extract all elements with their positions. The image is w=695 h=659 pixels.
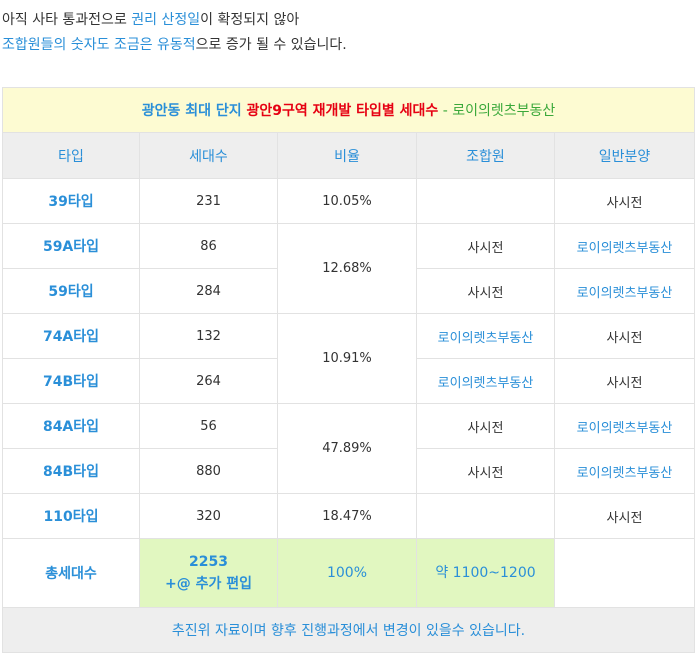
intro-line-1-text: 아직 사타 통과전으로 — [2, 12, 132, 28]
unit-type-table: 광안동 최대 단지 광안9구역 재개발 타입별 세대수 - 로이의렛츠부동산 타… — [2, 87, 695, 653]
cell-member: 로이의렛츠부동산 — [416, 313, 555, 359]
cell-general: 사시전 — [554, 178, 695, 224]
total-general — [554, 538, 695, 608]
table-note: 추진위 자료이며 향후 진행과정에서 변경이 있을수 있습니다. — [2, 607, 695, 653]
cell-units: 86 — [139, 223, 278, 269]
header-units: 세대수 — [139, 132, 278, 179]
cell-general: 사시전 — [554, 358, 695, 404]
cell-ratio: 10.91% — [277, 313, 417, 404]
cell-type: 59A타입 — [2, 223, 140, 269]
total-row: 총세대수 2253 +@ 추가 편입 100% 약 1100~1200 — [2, 538, 695, 608]
cell-units: 284 — [139, 268, 278, 314]
table-row: 74B타입 264 로이의렛츠부동산 사시전 — [2, 358, 695, 404]
total-label: 총세대수 — [2, 538, 140, 608]
cell-type: 74A타입 — [2, 313, 140, 359]
header-ratio: 비율 — [277, 132, 417, 179]
title-part-c: - 로이의렛츠부동산 — [438, 103, 556, 119]
total-units: 2253 +@ 추가 편입 — [139, 538, 278, 608]
title-part-b: 광안9구역 재개발 타입별 세대수 — [246, 103, 439, 119]
cell-member: 사시전 — [416, 268, 555, 314]
cell-general: 사시전 — [554, 493, 695, 539]
cell-ratio: 10.05% — [277, 178, 417, 224]
intro-line-1-highlight: 권리 산정일 — [131, 12, 201, 28]
cell-member: 로이의렛츠부동산 — [416, 358, 555, 404]
cell-member — [416, 493, 555, 539]
cell-type: 74B타입 — [2, 358, 140, 404]
header-type: 타입 — [2, 132, 140, 179]
cell-general: 로이의렛츠부동산 — [554, 268, 695, 314]
cell-general: 로이의렛츠부동산 — [554, 448, 695, 494]
total-member: 약 1100~1200 — [416, 538, 555, 608]
table-header-row: 타입 세대수 비율 조합원 일반분양 — [2, 132, 695, 179]
cell-member: 사시전 — [416, 448, 555, 494]
cell-general: 로이의렛츠부동산 — [554, 223, 695, 269]
table-title-row: 광안동 최대 단지 광안9구역 재개발 타입별 세대수 - 로이의렛츠부동산 — [2, 87, 695, 133]
intro-line-2-rest: 으로 증가 될 수 있습니다. — [195, 37, 347, 53]
table-row: 39타입 231 10.05% 사시전 — [2, 178, 695, 224]
cell-general: 사시전 — [554, 313, 695, 359]
intro-line-2: 조합원들의 숫자도 조금은 유동적으로 증가 될 수 있습니다. — [2, 33, 347, 58]
cell-units: 56 — [139, 403, 278, 449]
cell-member: 사시전 — [416, 403, 555, 449]
cell-type: 84B타입 — [2, 448, 140, 494]
cell-type: 110타입 — [2, 493, 140, 539]
total-units-value: 2253 — [189, 554, 228, 570]
cell-type: 39타입 — [2, 178, 140, 224]
table-row: 84B타입 880 사시전 로이의렛츠부동산 — [2, 448, 695, 494]
total-ratio: 100% — [277, 538, 417, 608]
cell-units: 264 — [139, 358, 278, 404]
intro-line-1-rest: 이 확정되지 않아 — [200, 12, 300, 28]
cell-ratio: 47.89% — [277, 403, 417, 494]
intro-line-2-highlight: 조합원들의 숫자도 조금은 — [2, 37, 158, 53]
table-title: 광안동 최대 단지 광안9구역 재개발 타입별 세대수 - 로이의렛츠부동산 — [2, 87, 695, 133]
header-member: 조합원 — [416, 132, 555, 179]
cell-ratio: 18.47% — [277, 493, 417, 539]
cell-type: 84A타입 — [2, 403, 140, 449]
cell-units: 231 — [139, 178, 278, 224]
table-row: 74A타입 132 10.91% 로이의렛츠부동산 사시전 — [2, 313, 695, 404]
cell-member — [416, 178, 555, 224]
intro-line-1: 아직 사타 통과전으로 권리 산정일이 확정되지 않아 — [2, 8, 347, 33]
header-general: 일반분양 — [554, 132, 695, 179]
intro-text: 아직 사타 통과전으로 권리 산정일이 확정되지 않아 조합원들의 숫자도 조금… — [2, 8, 347, 58]
table-row: 84A타입 56 47.89% 사시전 로이의렛츠부동산 — [2, 403, 695, 494]
table-row: 59A타입 86 12.68% 사시전 로이의렛츠부동산 — [2, 223, 695, 314]
cell-general: 로이의렛츠부동산 — [554, 403, 695, 449]
cell-units: 132 — [139, 313, 278, 359]
note-row: 추진위 자료이며 향후 진행과정에서 변경이 있을수 있습니다. — [2, 607, 695, 653]
cell-ratio: 12.68% — [277, 223, 417, 314]
table-row: 59타입 284 사시전 로이의렛츠부동산 — [2, 268, 695, 314]
cell-units: 880 — [139, 448, 278, 494]
total-units-extra: +@ 추가 편입 — [165, 576, 252, 592]
intro-line-2-highlight-2: 유동적 — [157, 37, 196, 53]
title-part-a: 광안동 최대 단지 — [141, 103, 247, 119]
cell-member: 사시전 — [416, 223, 555, 269]
cell-type: 59타입 — [2, 268, 140, 314]
cell-units: 320 — [139, 493, 278, 539]
table-row: 110타입 320 18.47% 사시전 — [2, 493, 695, 539]
